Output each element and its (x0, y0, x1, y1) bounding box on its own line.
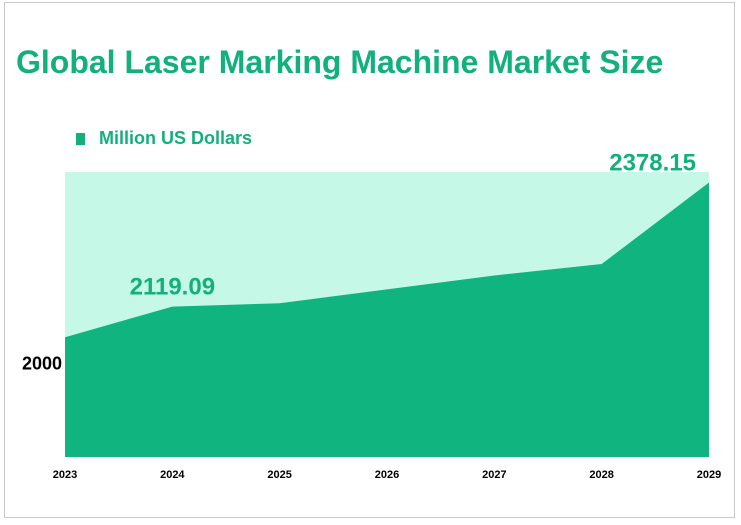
legend-swatch (76, 132, 85, 145)
legend-label: Million US Dollars (99, 128, 253, 148)
data-labels: 2119.09 2378.15 (130, 149, 696, 300)
x-tick-label-2026: 2026 (375, 469, 399, 481)
y-axis-ticks: 2000 (22, 354, 62, 374)
x-tick-label-2025: 2025 (267, 469, 291, 481)
x-tick-label-2024: 2024 (160, 469, 185, 481)
chart-title: Global Laser Marking Machine Market Size (16, 44, 664, 80)
legend: Million US Dollars (76, 128, 252, 149)
area-series-million-us-dollars (65, 182, 709, 457)
data-label-2024: 2119.09 (130, 274, 215, 301)
data-label-2029: 2378.15 (609, 149, 696, 176)
x-tick-label-2029: 2029 (697, 469, 721, 481)
x-axis-ticks: 2023 2024 2025 2026 2027 2028 2029 (53, 469, 721, 481)
x-tick-label-2023: 2023 (53, 469, 77, 481)
x-tick-label-2028: 2028 (589, 469, 613, 481)
x-tick-label-2027: 2027 (482, 469, 506, 481)
y-tick-label: 2000 (22, 354, 62, 374)
